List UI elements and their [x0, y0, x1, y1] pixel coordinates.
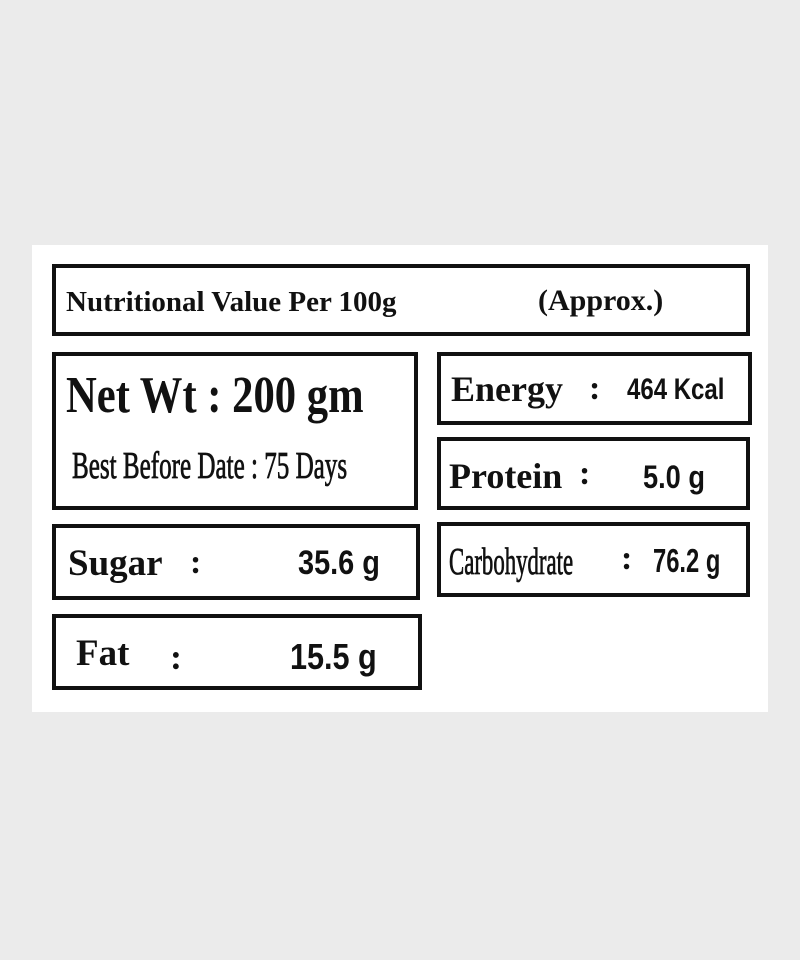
separator: :: [190, 544, 202, 581]
net-weight-box: Net Wt : 200 gm Best Before Date : 75 Da…: [52, 352, 418, 510]
nutrient-value: 5.0 g: [643, 459, 705, 495]
nutrient-label: Carbohydrate: [449, 541, 574, 584]
nutrient-value: 464 Kcal: [627, 373, 725, 406]
best-before: Best Before Date : 75 Days: [72, 445, 348, 488]
title-box: Nutritional Value Per 100g (Approx.): [52, 264, 750, 336]
net-weight: Net Wt : 200 gm: [66, 367, 364, 424]
nutrient-label: Energy: [451, 369, 563, 409]
separator: :: [621, 540, 633, 577]
nutrient-box: Carbohydrate : 76.2 g: [437, 522, 750, 597]
nutrient-box: Sugar : 35.6 g: [52, 524, 420, 600]
nutrient-label: Sugar: [68, 543, 163, 584]
separator: :: [579, 455, 591, 492]
nutrient-label: Protein: [449, 456, 563, 496]
nutrient-box: Protein : 5.0 g: [437, 437, 750, 510]
separator: :: [170, 637, 182, 677]
nutrient-box: Energy : 464 Kcal: [437, 352, 752, 425]
separator: :: [589, 370, 601, 407]
nutrient-value: 76.2 g: [653, 542, 721, 579]
nutrient-box: Fat : 15.5 g: [52, 614, 422, 690]
title: Nutritional Value Per 100g: [66, 286, 397, 318]
nutrient-value: 35.6 g: [298, 544, 380, 582]
nutrient-value: 15.5 g: [290, 636, 377, 677]
nutrient-label: Fat: [76, 633, 130, 674]
title-note: (Approx.): [538, 284, 664, 317]
